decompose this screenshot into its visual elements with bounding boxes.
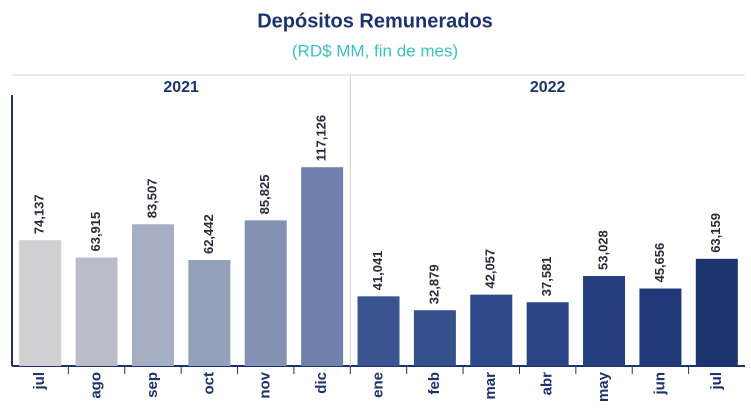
- x-tick-label: mar: [482, 372, 499, 400]
- value-label: 41,041: [370, 251, 385, 291]
- value-label: 63,159: [708, 213, 723, 253]
- bar: [244, 220, 287, 366]
- x-tick-label: sep: [144, 372, 161, 398]
- chart-subtitle: (RD$ MM, fin de mes): [292, 41, 458, 60]
- bar: [583, 276, 626, 366]
- x-tick-label: jul: [708, 372, 725, 391]
- group-label: 2022: [530, 79, 566, 96]
- value-label: 63,915: [88, 212, 103, 252]
- value-label: 37,581: [539, 256, 554, 296]
- x-tick-label: feb: [426, 372, 443, 395]
- x-tick-label: may: [595, 371, 612, 402]
- bar: [357, 296, 400, 366]
- value-label: 42,057: [483, 249, 498, 289]
- bar: [639, 288, 682, 366]
- value-label: 85,825: [257, 175, 272, 215]
- group-label: 2021: [163, 79, 199, 96]
- value-label: 45,656: [652, 243, 667, 283]
- x-tick-label: nov: [257, 371, 274, 398]
- x-tick-label: abr: [539, 372, 556, 396]
- value-label: 62,442: [201, 214, 216, 254]
- bar: [301, 167, 344, 366]
- value-label: 53,028: [595, 230, 610, 270]
- bar: [470, 294, 513, 366]
- value-label: 32,879: [426, 264, 441, 304]
- chart-title: Depósitos Remunerados: [257, 10, 493, 32]
- value-label: 74,137: [32, 194, 47, 234]
- x-tick-label: dic: [313, 372, 330, 394]
- x-tick-label: ene: [369, 372, 386, 398]
- value-label: 83,507: [144, 179, 159, 219]
- bar: [75, 257, 118, 366]
- x-tick-label: oct: [200, 372, 217, 395]
- x-tick-label: jun: [651, 372, 668, 396]
- bar: [695, 258, 738, 366]
- bar: [413, 310, 456, 366]
- bar: [188, 260, 231, 366]
- value-label: 117,126: [314, 115, 329, 161]
- bar: [19, 240, 62, 366]
- bar: [131, 224, 174, 366]
- x-tick-label: ago: [88, 372, 105, 399]
- bar: [526, 302, 569, 366]
- x-tick-label: jul: [31, 372, 48, 391]
